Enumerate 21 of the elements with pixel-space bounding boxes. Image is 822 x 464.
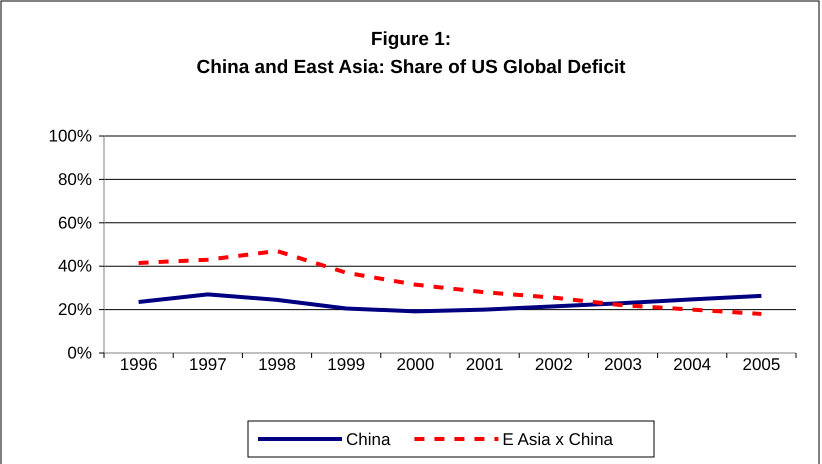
x-tick-label: 2002: [534, 355, 573, 374]
x-tick-label: 1997: [188, 355, 227, 374]
x-tick-label: 1998: [258, 355, 296, 374]
chart-title: Figure 1: China and East Asia: Share of US Global Deficit: [196, 29, 626, 78]
y-tick-label: 20%: [58, 300, 92, 320]
x-tick-label: 1996: [120, 355, 158, 374]
y-tick-label: 60%: [58, 213, 92, 232]
legend-label: China: [346, 430, 391, 449]
x-tick-label: 2003: [604, 355, 642, 374]
x-tick-label: 1999: [327, 355, 366, 374]
legend-label: E Asia x China: [502, 430, 614, 449]
x-tick-label: 2005: [742, 355, 780, 374]
x-tick-label: 2000: [396, 355, 434, 374]
x-tick-label: 2004: [673, 355, 712, 374]
line-series: [136, 249, 764, 316]
y-tick-label: 100%: [48, 126, 92, 146]
line-series: [136, 292, 764, 314]
x-tick-label: 2001: [466, 355, 504, 374]
y-tick-label: 80%: [58, 170, 92, 189]
y-tick-label: 0%: [67, 343, 92, 362]
y-tick-label: 40%: [58, 256, 92, 276]
